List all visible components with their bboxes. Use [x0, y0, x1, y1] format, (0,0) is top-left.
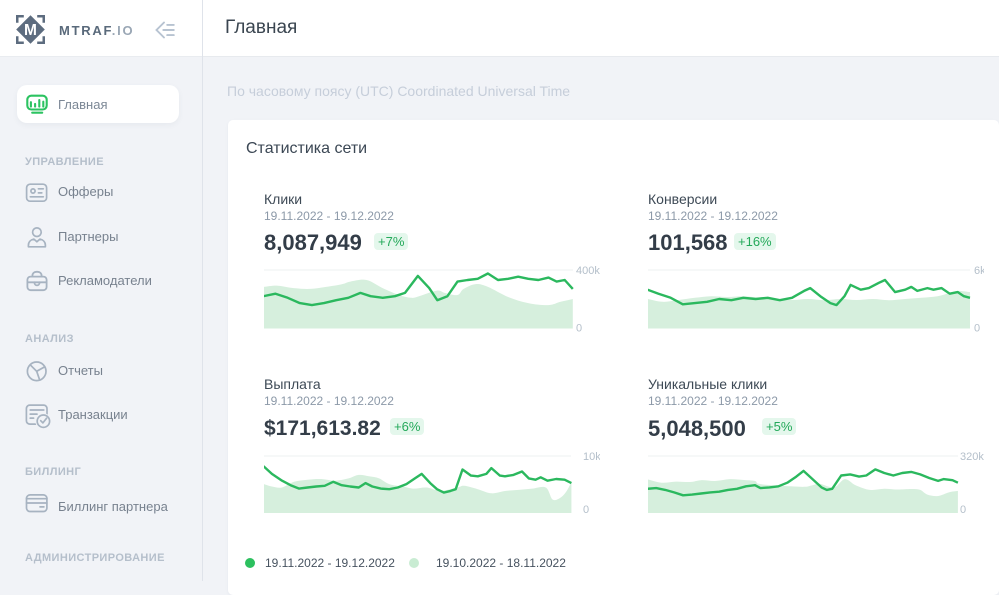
- svg-text:M: M: [24, 22, 37, 39]
- svg-text:0: 0: [960, 504, 966, 516]
- svg-text:0: 0: [576, 323, 582, 335]
- svg-text:320k: 320k: [960, 451, 984, 463]
- svg-text:400k: 400k: [576, 265, 600, 277]
- svg-text:0: 0: [974, 323, 980, 335]
- svg-text:10k: 10k: [583, 451, 600, 463]
- svg-text:6k: 6k: [974, 265, 984, 277]
- svg-text:0: 0: [583, 504, 589, 516]
